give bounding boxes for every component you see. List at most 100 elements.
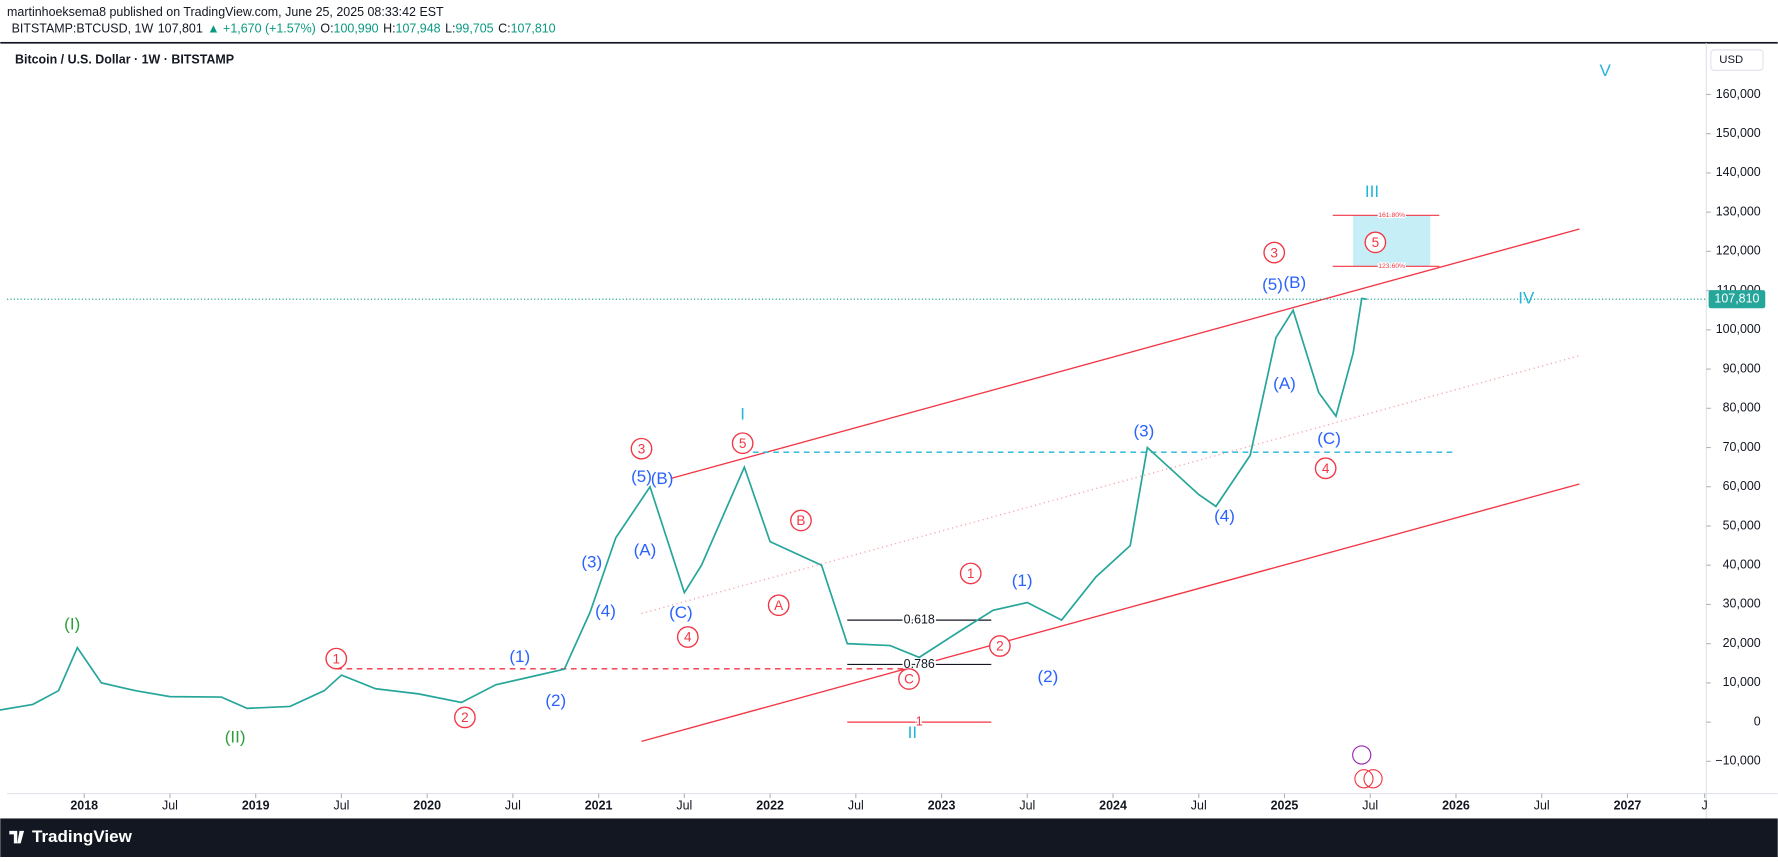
ohlc-value: 100,990 (334, 22, 379, 36)
wave-circle (898, 668, 920, 690)
wave-label: 5 (1372, 235, 1380, 250)
wave-circle (454, 706, 476, 729)
last-price: 107,801 (158, 22, 203, 36)
y-tick-label: 70,000 (1723, 440, 1761, 454)
y-tick-label: 100,000 (1716, 322, 1761, 336)
wave-label: 4 (684, 630, 692, 645)
x-tick-label: 2025 (1271, 798, 1299, 812)
x-tick-label: Jul (1534, 798, 1550, 812)
x-tick-label: 2024 (1099, 798, 1127, 812)
y-tick-label: 90,000 (1723, 361, 1761, 375)
y-tick-label: 10,000 (1723, 675, 1761, 689)
y-tick-label: 140,000 (1716, 165, 1761, 179)
wave-label: (B) (651, 469, 674, 488)
x-tick-label: 2026 (1442, 798, 1470, 812)
fib-label: 0.618 (904, 612, 935, 626)
x-tick-label: 2027 (1614, 798, 1642, 812)
wave-label: 4 (1322, 461, 1330, 476)
x-tick-label: 2019 (242, 798, 270, 812)
frame (0, 41, 1778, 44)
target-level-label: 123.60% (1378, 263, 1405, 270)
x-tick-label: Jul (1019, 798, 1035, 812)
wave-label: 2 (996, 639, 1004, 654)
wave-label: (I) (64, 615, 80, 634)
wave-label: I (740, 404, 745, 423)
ohlc-key: L: (445, 22, 455, 36)
symbol: BITSTAMP:BTCUSD, 1W (12, 22, 154, 36)
y-tick-label: 60,000 (1723, 479, 1761, 493)
target-level-label: 161.80% (1378, 212, 1405, 219)
ohlc-key: O: (320, 22, 333, 36)
wave-label: (B) (1283, 273, 1306, 292)
event-icon[interactable] (1363, 769, 1383, 789)
x-tick-label: Jul (676, 798, 692, 812)
symbol-line: BITSTAMP:BTCUSD, 1W 107,801 ▲ +1,670 (+1.5… (12, 22, 556, 36)
y-tick-label: −10,000 (1715, 754, 1760, 768)
wave-label: (3) (1134, 421, 1155, 440)
wave-label: (A) (1273, 374, 1296, 393)
change: ▲ +1,670 (+1.57%) (207, 22, 316, 36)
wave-circle (1263, 241, 1286, 264)
fib-label: 1 (916, 714, 923, 728)
wave-label: (A) (634, 541, 657, 560)
x-tick-label: Jul (1362, 798, 1378, 812)
wave-label: V (1599, 61, 1611, 80)
wave-label: IV (1518, 289, 1535, 308)
y-tick-label: 40,000 (1723, 558, 1761, 572)
currency-box[interactable] (1710, 49, 1764, 71)
wave-label: B (796, 513, 805, 528)
wave-label: 1 (967, 566, 975, 581)
y-tick-label: 20,000 (1723, 636, 1761, 650)
y-tick-label: 160,000 (1716, 87, 1761, 101)
x-tick-label: Jul (162, 798, 178, 812)
y-tick-label: 50,000 (1723, 518, 1761, 532)
wave-circle (325, 647, 348, 670)
publisher: martinhoeksema8 published on TradingView… (7, 5, 444, 19)
wave-label: 5 (739, 436, 747, 451)
wave-label: (C) (669, 603, 693, 622)
currency: USD (1719, 54, 1743, 66)
last-price-tag (1708, 290, 1766, 309)
wave-circle (1364, 231, 1387, 254)
x-tick-label: Jul (505, 798, 521, 812)
x-tick-label: Jul (1191, 798, 1207, 812)
y-tick-label: 0 (1754, 714, 1761, 728)
wave-label: A (774, 598, 784, 613)
x-tick-label: J (1701, 798, 1707, 812)
last-price-label: 107,810 (1714, 291, 1759, 305)
fib-label: 0.786 (904, 657, 935, 671)
wave-label: 3 (1270, 245, 1278, 260)
ohlc-value: 99,705 (456, 22, 494, 36)
wave-label: (4) (595, 602, 616, 621)
event-icon[interactable] (1354, 769, 1374, 789)
wave-circle (1314, 457, 1337, 480)
chart-title: Bitcoin / U.S. Dollar · 1W · BITSTAMP (15, 52, 234, 66)
x-tick-label: Jul (333, 798, 349, 812)
brand: TradingView (32, 827, 133, 846)
x-tick-label: 2021 (585, 798, 613, 812)
y-tick-label: 30,000 (1723, 597, 1761, 611)
wave-label: 1 (333, 651, 341, 666)
ohlc-key: C: (498, 22, 510, 36)
footer (0, 818, 1778, 857)
wave-label: 3 (638, 441, 646, 456)
trend-line (641, 483, 1580, 743)
ohlc-value: 107,948 (396, 22, 441, 36)
wave-label: II (908, 723, 917, 742)
ohlc-value: 107,810 (511, 22, 556, 36)
x-tick-label: Jul (848, 798, 864, 812)
x-tick-label: 2023 (928, 798, 956, 812)
wave-circle (767, 594, 790, 617)
event-icon[interactable] (1352, 745, 1372, 765)
y-tick-label: 150,000 (1716, 126, 1761, 140)
wave-label: (5) (1262, 275, 1283, 294)
wave-circle (959, 562, 982, 585)
wave-label: (5) (631, 467, 652, 486)
wave-label: (2) (545, 691, 566, 710)
price-line (0, 297, 1367, 711)
wave-label: (C) (1317, 429, 1341, 448)
x-tick-label: 2020 (413, 798, 441, 812)
wave-label: (1) (1012, 571, 1033, 590)
x-tick-label: 2022 (756, 798, 784, 812)
